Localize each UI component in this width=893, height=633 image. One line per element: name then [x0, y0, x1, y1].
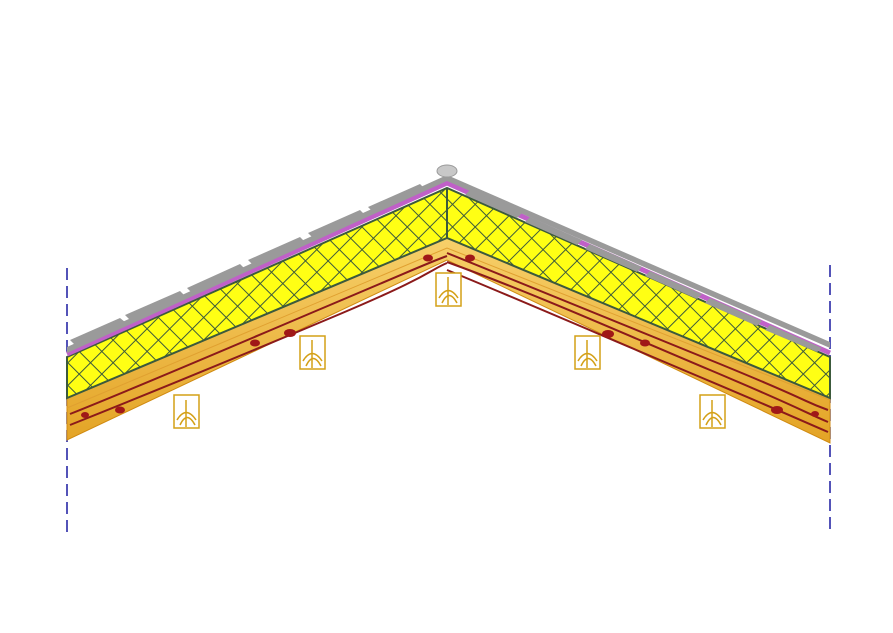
membrane-layer	[65, 180, 832, 357]
roof-tiles	[67, 175, 830, 353]
purlin-4	[574, 335, 601, 370]
purlin-5	[699, 394, 726, 429]
purlin-1	[173, 394, 200, 429]
purlin-2	[299, 335, 326, 370]
purlins	[173, 272, 726, 429]
ridge-cap	[436, 164, 458, 178]
purlin-3	[435, 272, 462, 307]
wood-knots	[81, 254, 819, 418]
wood-grain	[69, 252, 829, 433]
timber-deck-layer	[66, 237, 831, 444]
